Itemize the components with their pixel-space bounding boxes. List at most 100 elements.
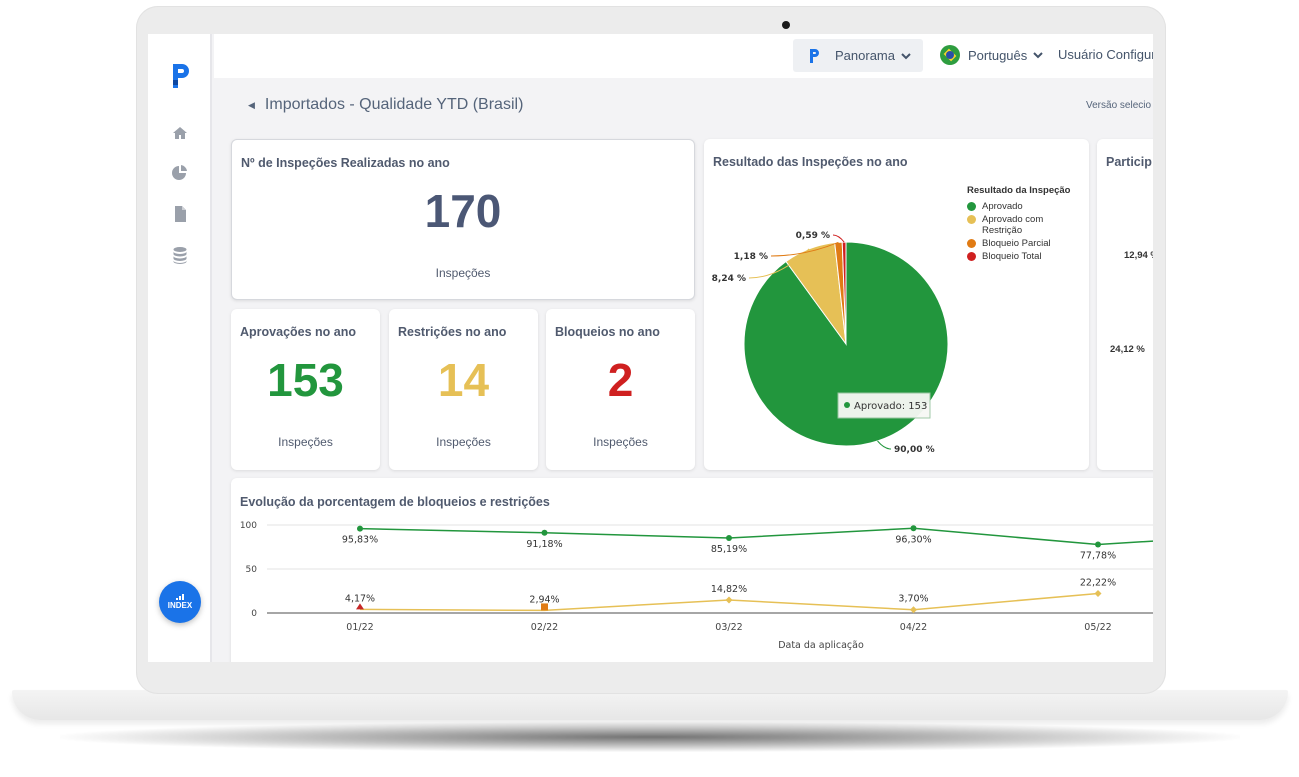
data-label: 91,18% [526,539,562,550]
pie-label-connector [832,234,845,243]
participation-card: Particip 12,94 % 24,12 % [1097,139,1153,470]
index-label: INDEX [167,601,193,610]
legend-item[interactable]: Aprovado com Restrição [967,214,1070,236]
participation-label: 12,94 % [1124,250,1153,261]
card-title: Particip [1106,155,1152,169]
panorama-label: Panorama [835,48,895,63]
document-icon[interactable] [171,205,189,223]
legend-title: Resultado da Inspeção [967,185,1071,196]
pie-legend: Resultado da Inspeção Aprovado Aprovado c… [967,185,1070,264]
card-title: Bloqueios no ano [555,325,660,339]
data-label: 2,94% [529,594,559,605]
data-point-marker[interactable] [910,606,917,614]
panorama-logo-icon [810,48,819,63]
sidebar: INDEX [148,34,212,662]
data-label: 96,30% [895,534,931,545]
top-bar: Panorama Português Usuário Configur [214,34,1153,78]
data-point-marker[interactable] [725,596,733,604]
x-tick-label: 03/22 [715,622,742,633]
blocks-card: Bloqueios no ano 2 Inspeções [546,309,695,470]
x-tick-label: 01/22 [346,622,373,633]
index-button[interactable]: INDEX [159,581,201,623]
evolution-card: Evolução da porcentagem de bloqueios e r… [231,478,1153,662]
legend-dot-icon [967,252,976,261]
kpi-value: 153 [267,354,344,406]
y-tick-label: 50 [246,565,258,575]
data-point-marker[interactable] [1095,541,1101,548]
brazil-flag-icon [940,45,960,65]
pie-data-label: 90,00 % [894,445,935,455]
legend-item[interactable]: Bloqueio Total [967,251,1070,262]
panorama-dropdown[interactable]: Panorama [793,39,923,72]
tooltip-text: Aprovado: 153 [854,401,927,412]
data-label: 4,17% [345,593,375,604]
data-point-marker[interactable] [910,525,917,532]
kpi-value: 170 [424,185,502,237]
approvals-card: Aprovações no ano 153 Inspeções [231,309,380,470]
data-label: 95,83% [342,535,378,546]
data-label: 85,19% [711,544,747,555]
card-title: Evolução da porcentagem de bloqueios e r… [240,495,550,509]
kpi-unit: Inspeções [436,435,491,449]
legend-label: Aprovado com Restrição [982,214,1044,236]
legend-item[interactable]: Aprovado [967,201,1070,212]
data-point-marker[interactable] [1094,589,1102,597]
back-arrow-icon[interactable]: ◀ [248,99,255,110]
restrictions-card: Restrições no ano 14 Inspeções [389,309,538,470]
legend-dot-icon [967,239,976,248]
x-tick-label: 04/22 [900,622,927,633]
participation-label: 24,12 % [1110,344,1145,355]
data-point-marker[interactable] [726,535,732,542]
chevron-down-icon [901,52,911,59]
line-chart[interactable]: 100 50 0 01/22 02/22 03/22 04/22 05/22 Data da a… [231,478,1153,662]
pie-data-label: 0,59 % [796,231,830,241]
app-logo-icon[interactable] [170,62,192,90]
data-label: 14,82% [711,584,747,595]
x-tick-label: 02/22 [531,622,558,633]
kpi-value: 14 [437,354,490,406]
language-selector[interactable]: Português [940,45,1043,65]
card-title: Restrições no ano [398,325,507,339]
pie-chart-icon[interactable] [171,164,189,182]
data-point-marker[interactable] [356,603,364,610]
pie-data-label: 1,18 % [734,252,768,262]
pie-label-connector [770,241,839,257]
database-icon[interactable] [171,246,189,264]
y-tick-label: 100 [240,521,257,531]
card-title: Nº de Inspeções Realizadas no ano [241,156,450,170]
kpi-value: 2 [607,354,634,406]
laptop-base [12,690,1288,720]
x-axis-label: Data da aplicação [778,640,864,651]
total-inspections-card: Nº de Inspeções Realizadas no ano 170 In… [231,139,695,300]
series-line [359,527,1153,546]
legend-label: Aprovado [982,201,1023,212]
data-label: 3,70% [898,594,928,605]
page-title-text: Importados - Qualidade YTD (Brasil) [264,96,524,113]
legend-dot-icon [967,215,976,224]
laptop-shadow [60,722,1240,752]
user-config-link[interactable]: Usuário Configur [1058,47,1153,62]
card-title: Aprovações no ano [240,325,356,339]
data-label: 22,22% [1080,577,1116,588]
pie-chart[interactable]: 90,00 % 8,24 % 1,18 % 0,59 % Aprovado: 153 [704,139,1089,470]
pie-tooltip: Aprovado: 153 [837,392,931,419]
card-title: Resultado das Inspeções no ano [713,155,908,169]
legend-item[interactable]: Bloqueio Parcial [967,238,1070,249]
inspection-results-card: Resultado das Inspeções no ano 90,00 % 8,… [704,139,1089,470]
pie-label-connector [748,248,810,279]
home-icon[interactable] [171,124,189,142]
language-label: Português [968,47,1028,63]
x-tick-label: 05/22 [1084,622,1111,633]
y-tick-label: 0 [251,609,257,619]
legend-label: Bloqueio Parcial [982,238,1051,249]
kpi-unit: Inspeções [278,435,333,449]
camera-dot [782,21,790,29]
app-screen: INDEX Panorama Português Usuário Configu… [148,34,1153,662]
data-point-marker[interactable] [357,525,363,532]
version-selector[interactable]: Versão selecio [1086,100,1152,111]
kpi-unit: Inspeções [593,435,648,449]
data-point-marker[interactable] [541,529,548,536]
data-point-marker[interactable] [541,603,548,611]
index-bars-icon [176,594,184,600]
kpi-unit: Inspeções [435,266,491,280]
